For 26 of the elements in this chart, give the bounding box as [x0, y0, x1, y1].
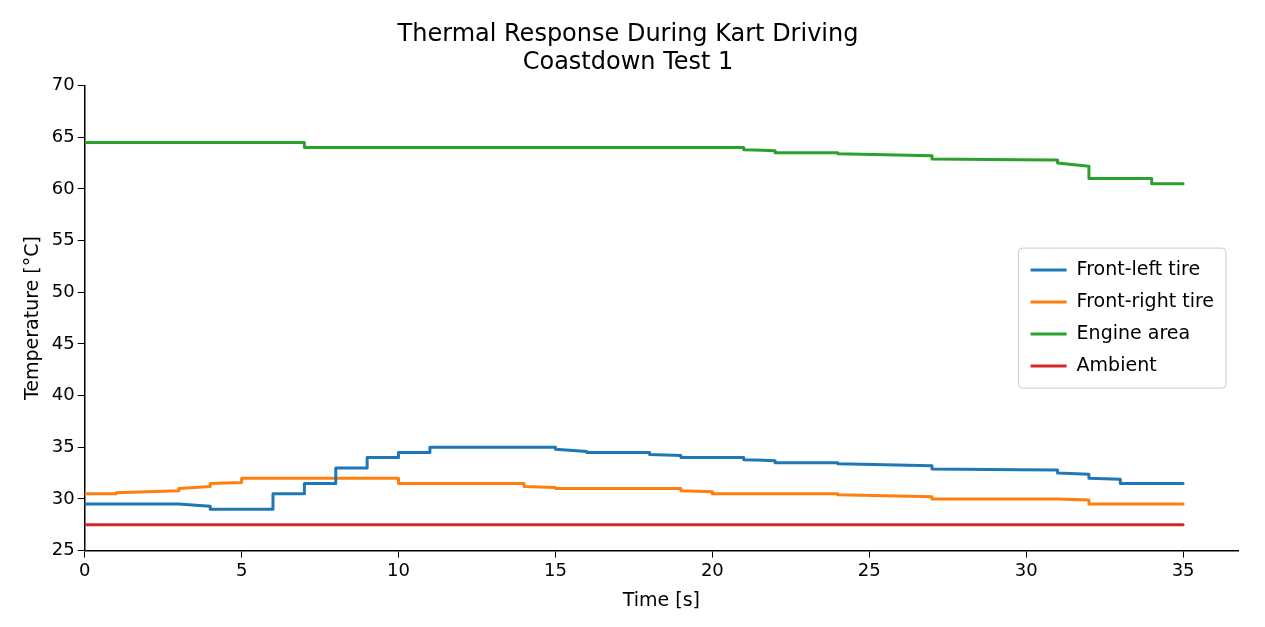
x-axis-title: Time [s] [621, 587, 700, 610]
x-tick-label: 5 [235, 559, 248, 581]
y-tick-label: 25 [51, 538, 75, 560]
x-tick-label: 20 [700, 559, 724, 581]
x-tick-label: 30 [1014, 559, 1038, 581]
x-tick-label: 35 [1171, 559, 1195, 581]
y-tick-label: 45 [51, 331, 75, 353]
chart-title: Thermal Response During Kart Driving [396, 18, 859, 47]
legend-label: Ambient [1076, 353, 1157, 376]
y-axis-title: Temperature [°C] [20, 236, 43, 402]
y-tick-label: 40 [51, 383, 75, 405]
legend-label: Engine area [1076, 321, 1191, 344]
y-tick-label: 50 [51, 279, 75, 301]
y-tick-label: 35 [51, 434, 75, 456]
legend-label: Front-left tire [1076, 257, 1201, 280]
chart-subtitle: Coastdown Test 1 [522, 47, 734, 76]
legend-label: Front-right tire [1076, 289, 1215, 312]
x-tick-label: 15 [543, 559, 567, 581]
y-tick-label: 30 [51, 486, 75, 508]
y-tick-label: 70 [51, 73, 75, 95]
y-tick-label: 65 [51, 124, 75, 146]
y-tick-label: 55 [51, 228, 75, 250]
x-tick-label: 25 [857, 559, 881, 581]
y-tick-label: 60 [51, 176, 75, 198]
x-tick-label: 0 [78, 559, 91, 581]
x-tick-label: 10 [387, 559, 410, 581]
